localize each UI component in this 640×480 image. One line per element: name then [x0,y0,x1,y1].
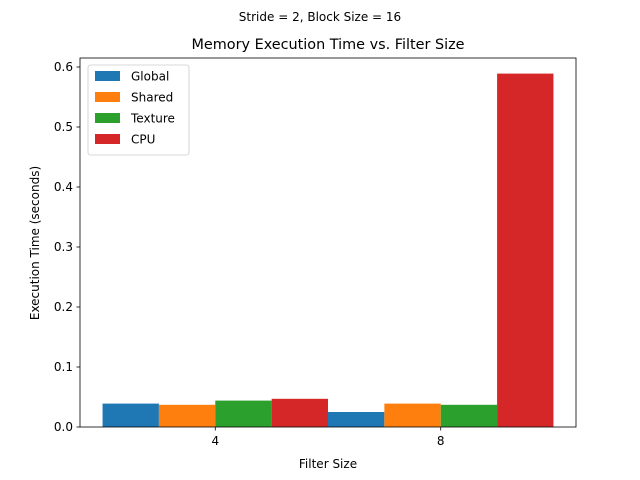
legend-label-global: Global [131,70,169,84]
y-axis-label: Execution Time (seconds) [28,166,42,320]
bar-cpu-8 [497,73,554,427]
bar-texture-8 [440,404,498,427]
x-axis-label: Filter Size [299,457,357,471]
y-tick-label: 0.2 [54,300,73,314]
bars-group [102,73,554,427]
legend-swatch-global [95,71,120,81]
x-tick-label: 8 [437,434,445,448]
legend-box [87,64,190,156]
y-tick-label: 0.0 [54,420,73,434]
chart-suptitle: Stride = 2, Block Size = 16 [239,10,401,24]
y-tick-label: 0.4 [54,180,73,194]
legend-swatch-texture [95,113,120,123]
y-tick-label: 0.5 [54,120,73,134]
y-tick-label: 0.1 [54,360,73,374]
axes-group: 0.0 0.1 0.2 0.3 0.4 0.5 0.6 4 8 [54,57,577,448]
legend-swatch-cpu [95,134,120,144]
legend-label-cpu: CPU [131,133,155,147]
chart-title: Memory Execution Time vs. Filter Size [192,37,465,53]
bar-cpu-4 [271,398,328,427]
y-tick-label: 0.3 [54,240,73,254]
legend-swatch-shared [95,92,120,102]
bar-texture-4 [215,400,272,427]
legend-label-texture: Texture [130,112,175,126]
bar-shared-4 [158,404,216,427]
legend: Global Shared Texture CPU [87,64,190,156]
x-tick-label: 4 [211,434,219,448]
y-tick-label: 0.6 [54,60,73,74]
plot-frame [79,57,577,428]
bar-global-4 [102,403,159,427]
bar-shared-8 [384,403,441,427]
bar-global-8 [328,412,385,427]
legend-label-shared: Shared [131,91,173,105]
